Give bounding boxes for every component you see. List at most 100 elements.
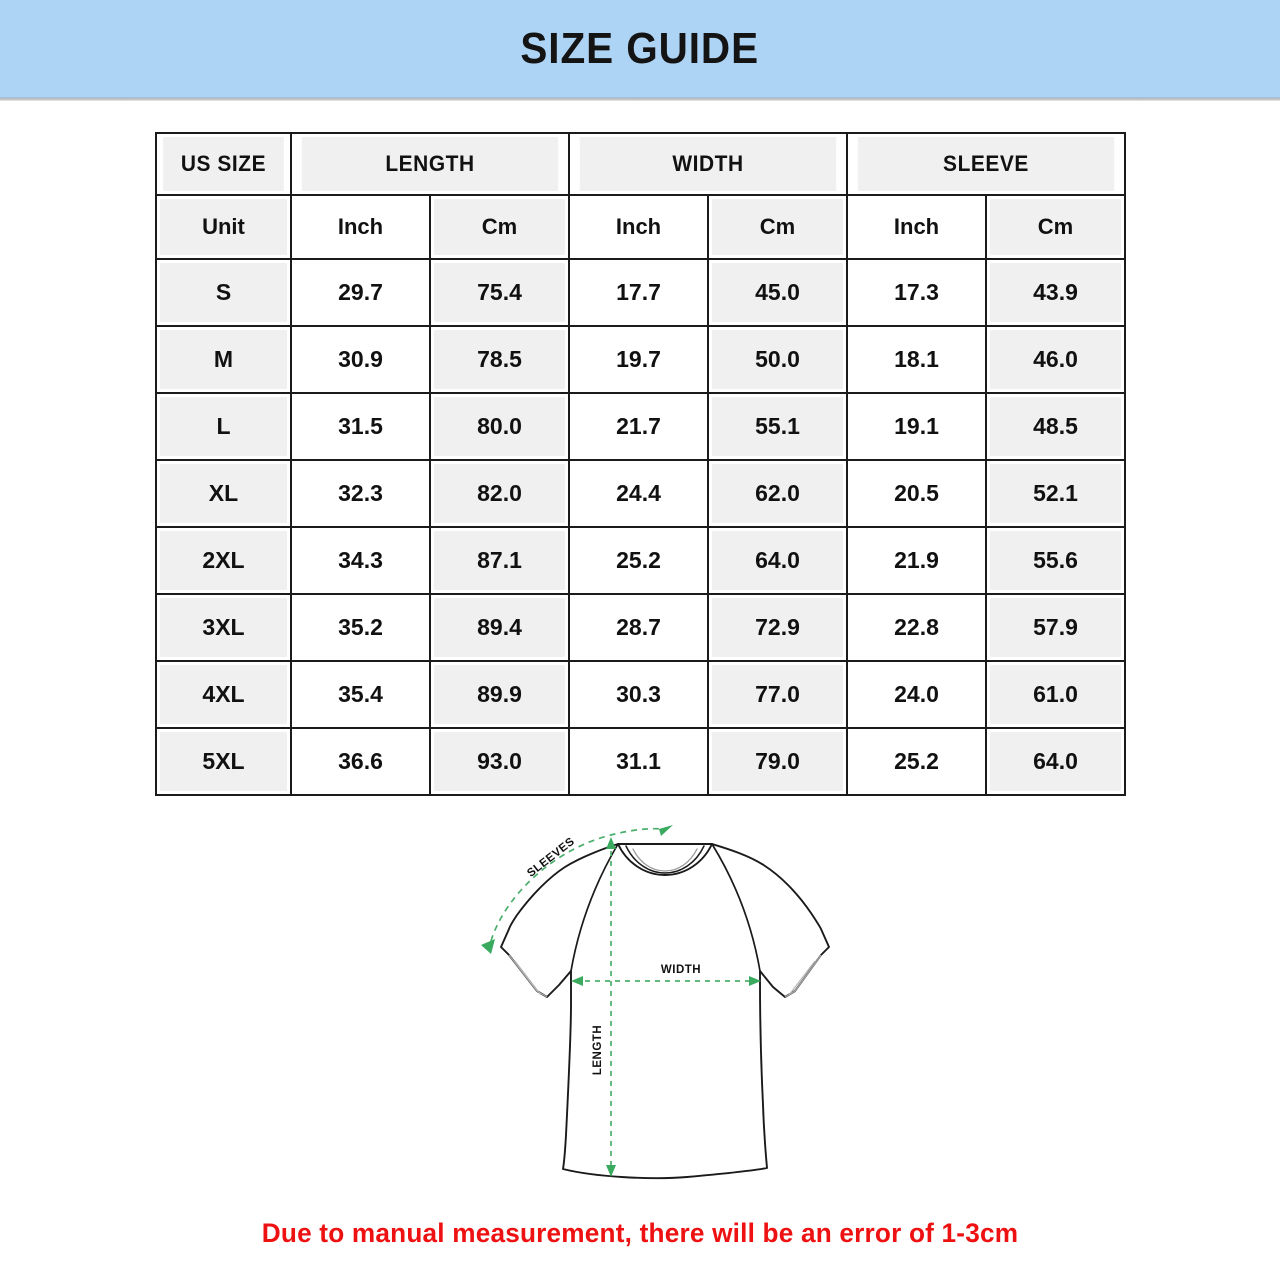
cell-length-cm: 87.1 [428, 526, 571, 595]
cell-width-cm: 50.0 [707, 325, 849, 394]
row-size-label: L [155, 392, 292, 461]
unit-sleeve-inch: Inch [846, 194, 988, 260]
cell-length-cm: 89.4 [428, 593, 571, 662]
unit-length-inch: Inch [290, 194, 431, 260]
unit-length-cm: Cm [428, 194, 571, 260]
cell-value: 80.0 [434, 397, 566, 456]
cell-value: 34.3 [295, 531, 426, 590]
width-arrow-left [571, 976, 583, 986]
cell-length-inch: 36.6 [290, 727, 431, 796]
cell-length-inch: 31.5 [290, 392, 431, 461]
cell-value: 72.9 [712, 598, 844, 657]
cell-value: 89.9 [434, 665, 566, 724]
length-arrow-bottom [606, 1165, 616, 1177]
cell-value: 57.9 [990, 598, 1122, 657]
cell-sleeve-cm: 48.5 [985, 392, 1127, 461]
cell-sleeve-cm: 64.0 [985, 727, 1127, 796]
cell-value: 4XL [160, 665, 287, 724]
cell-width-cm: 55.1 [707, 392, 849, 461]
cell-value: 61.0 [990, 665, 1122, 724]
cell-sleeve-inch: 17.3 [846, 258, 988, 327]
cell-value: 55.1 [712, 397, 844, 456]
cell-value: 82.0 [434, 464, 566, 523]
cell-value: 46.0 [990, 330, 1122, 389]
cell-width-cm: 62.0 [707, 459, 849, 528]
cell-value: M [160, 330, 287, 389]
page-title: SIZE GUIDE [520, 23, 760, 73]
length-label: LENGTH [592, 1025, 604, 1075]
cell-value: 35.4 [295, 665, 426, 724]
cell-width-cm: 45.0 [707, 258, 849, 327]
row-size-label: S [155, 258, 292, 327]
cell-sleeve-inch: 24.0 [846, 660, 988, 729]
tshirt-collar-outer [617, 843, 713, 876]
cell-width-cm: 77.0 [707, 660, 849, 729]
cell-value: 89.4 [434, 598, 566, 657]
cell-value: 55.6 [990, 531, 1122, 590]
cell-value: 19.1 [851, 397, 983, 456]
cell-value: 5XL [160, 732, 287, 791]
cell-sleeve-inch: 25.2 [846, 727, 988, 796]
cell-value: 31.1 [573, 732, 705, 791]
cell-value: 2XL [160, 531, 287, 590]
tshirt-left-sleeve-hem-inner [514, 960, 542, 996]
cell-value: 48.5 [990, 397, 1122, 456]
cell-sleeve-cm: 55.6 [985, 526, 1127, 595]
tshirt-right-sleeve-hem-inner [788, 960, 816, 996]
cell-value: 28.7 [573, 598, 705, 657]
cell-sleeve-inch: 19.1 [846, 392, 988, 461]
row-size-label: 2XL [155, 526, 292, 595]
cell-value: 77.0 [712, 665, 844, 724]
cell-length-cm: 82.0 [428, 459, 571, 528]
cell-value: 25.2 [573, 531, 705, 590]
cell-width-inch: 31.1 [568, 727, 710, 796]
header-us-size: US SIZE [155, 132, 292, 196]
cell-width-cm: 79.0 [707, 727, 849, 796]
cell-length-inch: 35.2 [290, 593, 431, 662]
cell-length-cm: 89.9 [428, 660, 571, 729]
page-header-band: SIZE GUIDE [0, 0, 1280, 101]
cell-value: 75.4 [434, 263, 566, 322]
cell-sleeve-inch: 21.9 [846, 526, 988, 595]
cell-width-inch: 19.7 [568, 325, 710, 394]
cell-length-inch: 32.3 [290, 459, 431, 528]
cell-length-cm: 78.5 [428, 325, 571, 394]
tshirt-left-shoulder-seam [570, 843, 619, 972]
table-unit-row: Unit Inch Cm Inch Cm Inch Cm [155, 194, 1127, 260]
cell-sleeve-cm: 46.0 [985, 325, 1127, 394]
cell-length-cm: 80.0 [428, 392, 571, 461]
cell-value: 19.7 [573, 330, 705, 389]
table-row: XL 32.3 82.0 24.4 62.0 20.5 52.1 [155, 459, 1127, 528]
cell-value: XL [160, 464, 287, 523]
table-group-header-row: US SIZE LENGTH WIDTH SLEEVE [155, 132, 1127, 196]
cell-value: 18.1 [851, 330, 983, 389]
cell-value: 52.1 [990, 464, 1122, 523]
cell-length-cm: 75.4 [428, 258, 571, 327]
row-size-label: 4XL [155, 660, 292, 729]
cell-length-inch: 30.9 [290, 325, 431, 394]
length-label-group: LENGTH [592, 1025, 604, 1075]
cell-value: 17.7 [573, 263, 705, 322]
unit-width-cm: Cm [707, 194, 849, 260]
tshirt-outline [500, 843, 830, 1180]
cell-value: 25.2 [851, 732, 983, 791]
row-size-label: M [155, 325, 292, 394]
unit-width-inch: Inch [568, 194, 710, 260]
table-row: L 31.5 80.0 21.7 55.1 19.1 48.5 [155, 392, 1127, 461]
cell-value: 30.9 [295, 330, 426, 389]
cell-value: 22.8 [851, 598, 983, 657]
cell-value: 24.4 [573, 464, 705, 523]
cell-value: 20.5 [851, 464, 983, 523]
cell-value: 93.0 [434, 732, 566, 791]
cell-width-inch: 21.7 [568, 392, 710, 461]
row-size-label: XL [155, 459, 292, 528]
cell-value: 79.0 [712, 732, 844, 791]
table-row: S 29.7 75.4 17.7 45.0 17.3 43.9 [155, 258, 1127, 327]
cell-value: 64.0 [712, 531, 844, 590]
length-arrow-top [606, 837, 616, 849]
cell-length-inch: 35.4 [290, 660, 431, 729]
cell-width-inch: 28.7 [568, 593, 710, 662]
cell-value: 21.9 [851, 531, 983, 590]
cell-value: 29.7 [295, 263, 426, 322]
cell-width-cm: 64.0 [707, 526, 849, 595]
